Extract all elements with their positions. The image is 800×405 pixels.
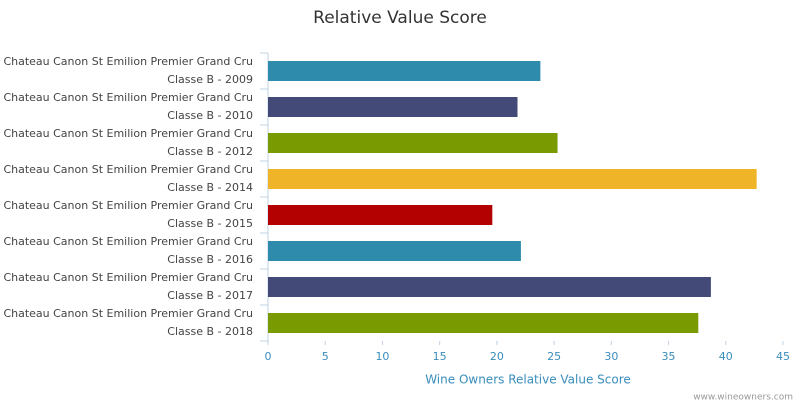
y-tick-label: Chateau Canon St Emilion Premier Grand C… [3, 163, 253, 194]
x-tick-label: 0 [265, 350, 272, 363]
x-tick-label: 35 [662, 350, 676, 363]
x-tick-label: 5 [322, 350, 329, 363]
x-tick-label: 15 [433, 350, 447, 363]
bar [268, 205, 493, 225]
bar [268, 61, 541, 81]
bar [268, 277, 711, 297]
credit: www.wineowners.com [693, 393, 793, 403]
y-tick-label: Chateau Canon St Emilion Premier Grand C… [3, 307, 253, 338]
y-tick-label: Chateau Canon St Emilion Premier Grand C… [3, 55, 253, 86]
bar [268, 133, 558, 153]
y-tick-label: Chateau Canon St Emilion Premier Grand C… [3, 127, 253, 158]
x-tick-label: 45 [776, 350, 790, 363]
y-tick-label: Chateau Canon St Emilion Premier Grand C… [3, 199, 253, 230]
chart-title: Relative Value Score [313, 8, 487, 28]
bar [268, 241, 521, 261]
y-tick-label: Chateau Canon St Emilion Premier Grand C… [3, 235, 253, 266]
x-tick-label: 25 [547, 350, 561, 363]
x-tick-label: 40 [719, 350, 733, 363]
bar [268, 313, 699, 333]
bar [268, 169, 757, 189]
bar [268, 97, 518, 117]
y-tick-label: Chateau Canon St Emilion Premier Grand C… [3, 91, 253, 122]
x-axis-title: Wine Owners Relative Value Score [425, 373, 631, 387]
x-tick-label: 30 [604, 350, 618, 363]
x-tick-label: 20 [490, 350, 504, 363]
y-tick-label: Chateau Canon St Emilion Premier Grand C… [3, 271, 253, 302]
x-tick-label: 10 [375, 350, 389, 363]
